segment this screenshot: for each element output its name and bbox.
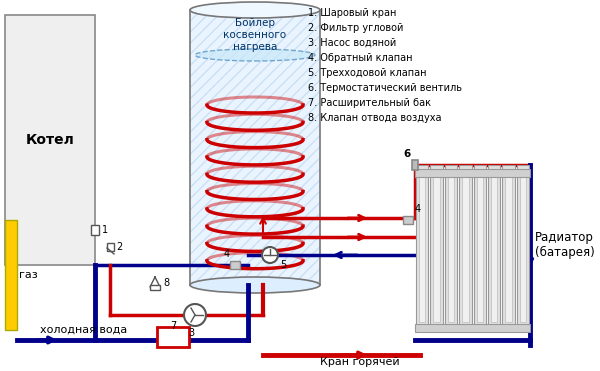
Text: 1: 1 (102, 225, 108, 235)
Bar (150, 285, 160, 290)
Text: 6: 6 (403, 149, 410, 159)
Text: Радиатор
(батарея): Радиатор (батарея) (535, 231, 595, 259)
Bar (5, 220, 17, 330)
Text: Кран горячей
воды: Кран горячей воды (320, 357, 400, 371)
Bar (517, 165, 529, 330)
Bar (462, 173, 469, 322)
Bar (459, 165, 472, 330)
Text: 5: 5 (280, 260, 286, 270)
Bar (416, 165, 428, 330)
Text: 3. Насос водяной: 3. Насос водяной (308, 38, 396, 48)
Bar (157, 327, 189, 347)
Bar (91, 225, 99, 235)
Circle shape (262, 247, 278, 263)
Bar (5, 15, 95, 265)
Bar (415, 169, 530, 177)
Bar (473, 165, 486, 330)
Text: холодная вода: холодная вода (40, 325, 127, 335)
Bar (433, 173, 440, 322)
Text: 3: 3 (188, 328, 194, 338)
Bar (230, 261, 240, 269)
Text: 6. Термостатический вентиль: 6. Термостатический вентиль (308, 83, 462, 93)
Text: 7: 7 (170, 321, 176, 331)
Text: газ: газ (19, 270, 38, 280)
Bar (403, 216, 413, 224)
Text: 8: 8 (163, 278, 169, 288)
Text: 4: 4 (224, 249, 230, 259)
Text: 1. Шаровый кран: 1. Шаровый кран (308, 8, 397, 18)
Ellipse shape (195, 49, 315, 61)
Circle shape (184, 304, 206, 326)
Text: 8. Клапан отвода воздуха: 8. Клапан отвода воздуха (308, 113, 442, 123)
Bar (520, 173, 526, 322)
Text: 7. Расширительный бак: 7. Расширительный бак (308, 98, 431, 108)
Bar (505, 173, 512, 322)
Bar (445, 165, 457, 330)
Text: Котел: Котел (26, 133, 74, 147)
Ellipse shape (190, 2, 320, 18)
Bar (476, 173, 483, 322)
Bar (502, 165, 515, 330)
Bar (190, 10, 320, 285)
Ellipse shape (190, 277, 320, 293)
Text: 2. Фильтр угловой: 2. Фильтр угловой (308, 23, 403, 33)
Text: 5. Трехходовой клапан: 5. Трехходовой клапан (308, 68, 427, 78)
Bar (419, 173, 425, 322)
Text: Бойлер
косвенного
нагрева: Бойлер косвенного нагрева (223, 17, 287, 52)
Bar (190, 10, 320, 285)
Bar (415, 324, 530, 332)
Bar (430, 165, 443, 330)
Text: 4: 4 (415, 204, 421, 214)
Bar (107, 243, 114, 251)
Bar (448, 173, 454, 322)
Text: 4. Обратный клапан: 4. Обратный клапан (308, 53, 413, 63)
Bar (488, 165, 500, 330)
Text: 2: 2 (116, 242, 122, 252)
Bar (491, 173, 497, 322)
Bar (412, 160, 418, 170)
